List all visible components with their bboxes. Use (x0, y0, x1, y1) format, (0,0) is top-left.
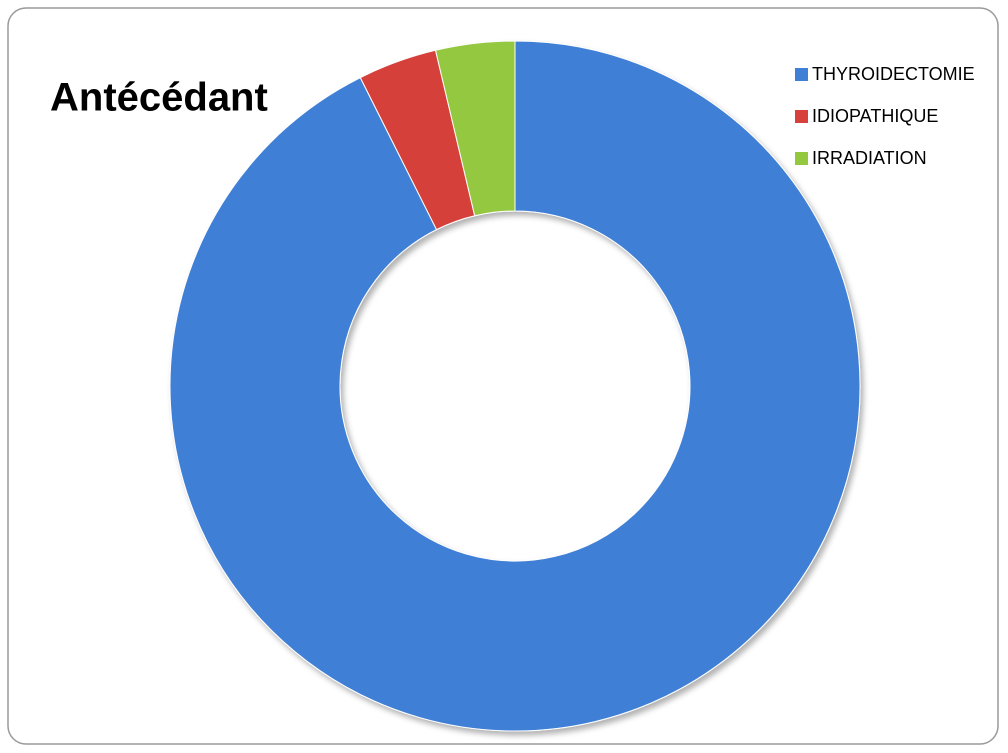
donut (169, 40, 861, 732)
slice (434, 40, 516, 217)
legend-label: IRRADIATION (812, 148, 927, 168)
legend-label: THYROIDECTOMIE (812, 64, 975, 84)
legend-swatch (795, 68, 808, 81)
legend-label: IDIOPATHIQUE (812, 106, 938, 126)
legend-swatch (795, 110, 808, 123)
legend: THYROIDECTOMIE IDIOPATHIQUE IRRADIATION (795, 64, 975, 168)
legend-swatch (795, 152, 808, 165)
chart-title: Antécédant (50, 76, 268, 120)
slice (169, 40, 861, 732)
